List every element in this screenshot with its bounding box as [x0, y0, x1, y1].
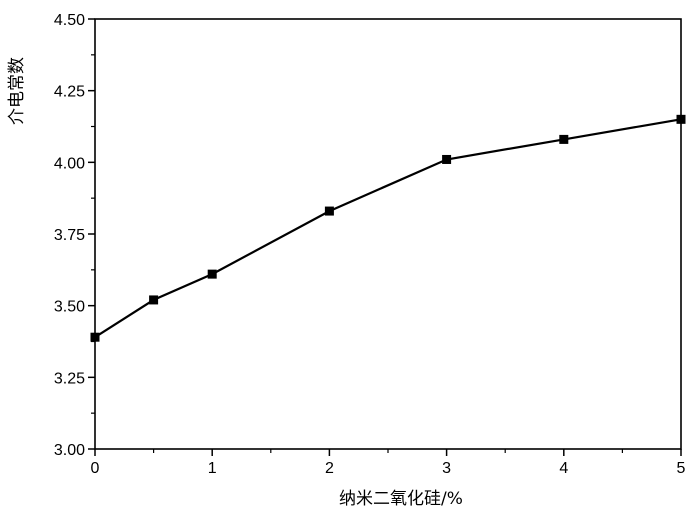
series-layer: [90, 114, 686, 342]
y-tick-label: 3.75: [54, 227, 85, 244]
x-axis-title: 纳米二氧化硅/%: [339, 489, 463, 509]
data-point: [559, 134, 569, 144]
plot-area: [94, 18, 682, 450]
data-point: [149, 295, 159, 305]
x-tick-label: 1: [208, 460, 217, 477]
plot-frame: [94, 18, 682, 450]
data-point: [324, 206, 334, 216]
y-tick-label: 4.00: [54, 155, 85, 172]
x-tick-label: 0: [91, 460, 100, 477]
data-point: [442, 154, 452, 164]
y-tick-label: 3.00: [54, 442, 85, 459]
x-tick-label: 2: [325, 460, 334, 477]
data-point: [90, 332, 100, 342]
y-tick-label: 4.25: [54, 84, 85, 101]
x-tick-label: 5: [677, 460, 686, 477]
y-axis-title: 介电常数: [7, 57, 27, 125]
x-tick-label: 4: [559, 460, 568, 477]
series-line: [94, 118, 682, 339]
y-axis-ticks: 3.00 3.25 3.50 3.75 4.00 4.25 4.50: [54, 12, 95, 459]
x-axis-ticks: 0 1 2 3 4 5: [91, 449, 686, 477]
data-point: [207, 269, 217, 279]
y-tick-label: 3.50: [54, 299, 85, 316]
data-point: [676, 114, 686, 124]
x-tick-label: 3: [442, 460, 451, 477]
y-tick-label: 3.25: [54, 370, 85, 387]
y-tick-label: 4.50: [54, 12, 85, 29]
